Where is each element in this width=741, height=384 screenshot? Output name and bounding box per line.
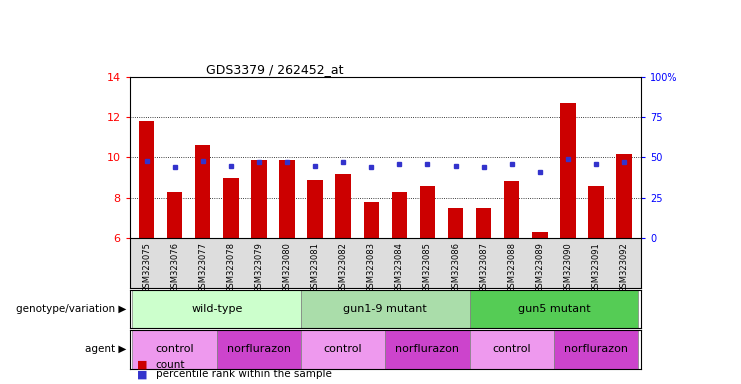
Text: control: control [324, 344, 362, 354]
Bar [470, 290, 638, 328]
Bar [617, 154, 632, 238]
Text: GSM323084: GSM323084 [395, 242, 404, 293]
Text: GSM323080: GSM323080 [282, 242, 291, 293]
Text: gun5 mutant: gun5 mutant [517, 304, 590, 314]
Text: GSM323077: GSM323077 [198, 242, 207, 293]
Text: GSM323078: GSM323078 [226, 242, 236, 293]
Text: norflurazon: norflurazon [564, 344, 628, 354]
Bar [504, 180, 519, 238]
Text: GSM323081: GSM323081 [310, 242, 319, 293]
Bar [133, 290, 301, 328]
Text: GSM323092: GSM323092 [619, 242, 628, 293]
Text: agent ▶: agent ▶ [84, 344, 126, 354]
Bar [139, 121, 154, 238]
Text: GSM323083: GSM323083 [367, 242, 376, 293]
Bar [167, 192, 182, 238]
Text: GSM323079: GSM323079 [254, 242, 263, 293]
Bar [217, 330, 301, 369]
Text: GSM323075: GSM323075 [142, 242, 151, 293]
Text: norflurazon: norflurazon [396, 344, 459, 354]
Text: control: control [156, 344, 194, 354]
Bar [392, 192, 407, 238]
Bar [301, 330, 385, 369]
Bar [133, 330, 217, 369]
Text: GSM323086: GSM323086 [451, 242, 460, 293]
Text: GSM323091: GSM323091 [591, 242, 600, 293]
Bar [385, 330, 470, 369]
Bar [588, 186, 604, 238]
Bar [279, 161, 295, 238]
Text: GSM323089: GSM323089 [535, 242, 545, 293]
Text: control: control [493, 344, 531, 354]
Text: wild-type: wild-type [191, 304, 242, 314]
Bar [308, 180, 323, 238]
Text: GDS3379 / 262452_at: GDS3379 / 262452_at [206, 63, 344, 76]
Text: ■: ■ [137, 360, 151, 370]
Bar [195, 146, 210, 238]
Text: gun1-9 mutant: gun1-9 mutant [343, 304, 428, 314]
Bar [419, 186, 435, 238]
Bar [448, 208, 463, 238]
Bar [223, 177, 239, 238]
Text: ■: ■ [137, 369, 151, 379]
Text: GSM323085: GSM323085 [423, 242, 432, 293]
Text: count: count [156, 360, 185, 370]
Bar [364, 202, 379, 238]
Bar [476, 208, 491, 238]
Text: GSM323090: GSM323090 [563, 242, 573, 293]
Text: GSM323087: GSM323087 [479, 242, 488, 293]
Bar [560, 103, 576, 238]
Bar [251, 161, 267, 238]
Bar [470, 330, 554, 369]
Text: genotype/variation ▶: genotype/variation ▶ [16, 304, 126, 314]
Bar [554, 330, 638, 369]
Text: norflurazon: norflurazon [227, 344, 291, 354]
Bar [532, 232, 548, 238]
Text: GSM323088: GSM323088 [508, 242, 516, 293]
Text: percentile rank within the sample: percentile rank within the sample [156, 369, 331, 379]
Bar [301, 290, 470, 328]
Text: GSM323076: GSM323076 [170, 242, 179, 293]
Text: GSM323082: GSM323082 [339, 242, 348, 293]
Bar [336, 174, 351, 238]
